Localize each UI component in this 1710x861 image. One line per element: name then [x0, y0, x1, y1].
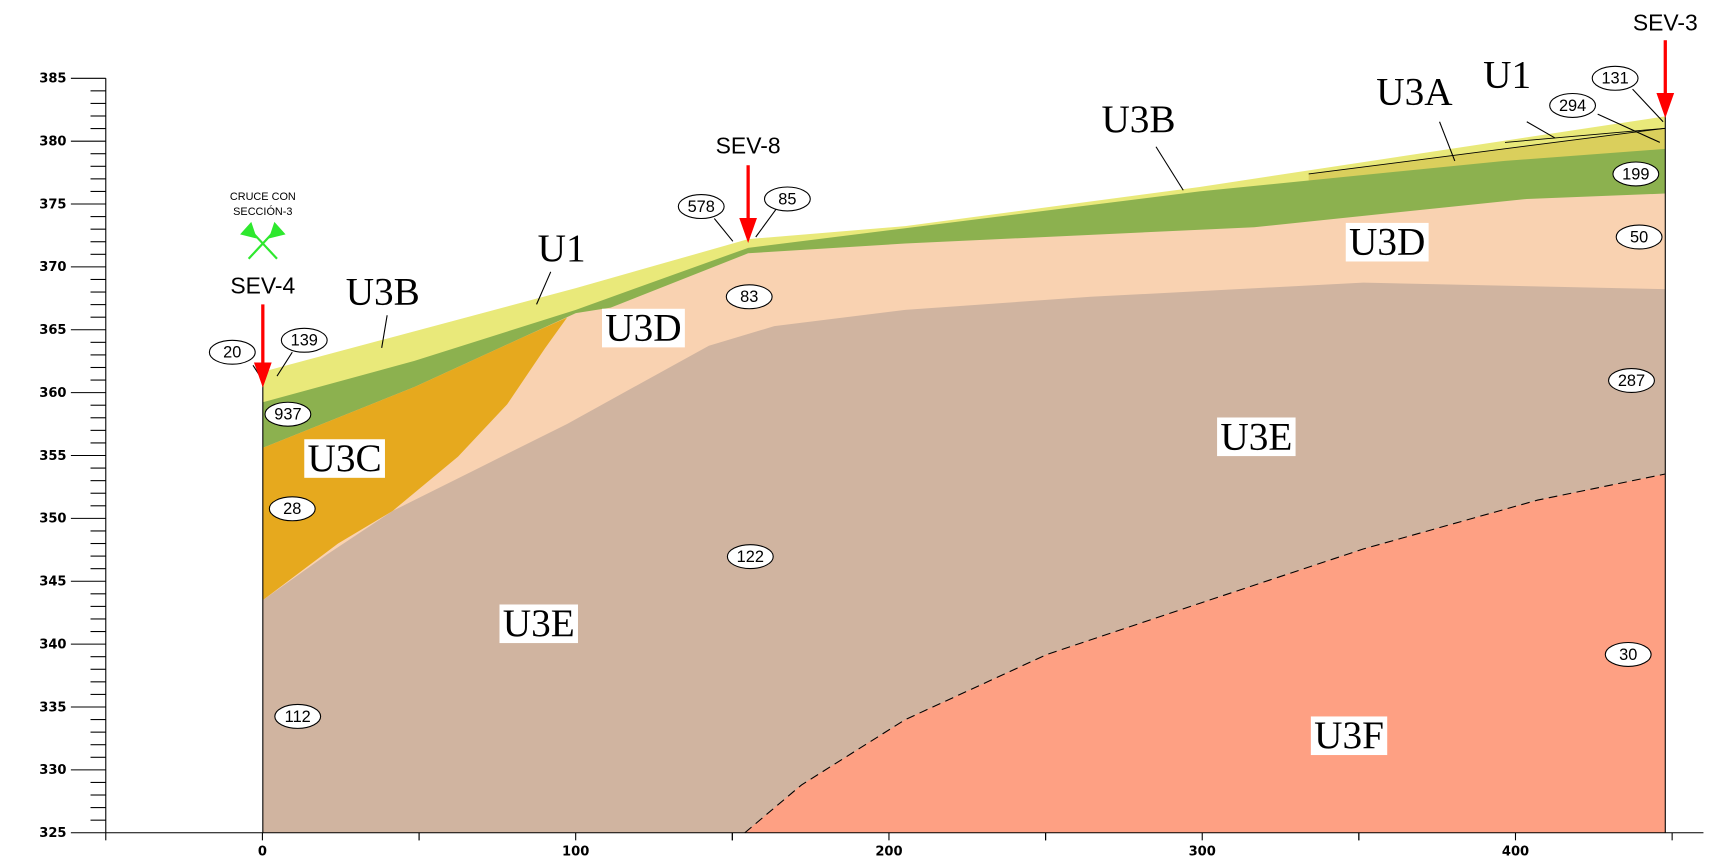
x-tick-label: 300 [1189, 845, 1216, 860]
unit-label: U3D [605, 307, 681, 350]
label-box [1345, 222, 1429, 262]
contact [1308, 127, 1666, 175]
resistivity-labels: 20 139 937 28 112 578 85 83 122 131 294 199 50 287 30 [208, 65, 1663, 729]
y-tick-label: 325 [39, 826, 66, 841]
label-box [534, 229, 589, 269]
y-tick-label: 360 [39, 386, 66, 401]
sounding-label: SEV-3 [1633, 9, 1698, 35]
y-tick-label: 345 [39, 575, 66, 590]
y-tick-label: 340 [39, 637, 66, 652]
resistivity-ellipse [268, 496, 316, 522]
unit-labels: U1 U3B U3D U3C U3E U3E U3F U3B U3A U1 U3… [304, 53, 1535, 757]
x-tick-label: 100 [562, 845, 589, 860]
resistivity-label: 131 [1601, 70, 1628, 88]
layer-u3f [744, 473, 1666, 833]
resistivity-label: 85 [778, 190, 796, 208]
resistivity-label: 83 [740, 288, 758, 306]
resistivity-ellipse [274, 703, 322, 729]
unit-label: U1 [538, 227, 586, 270]
contact [744, 473, 1666, 834]
resistivity-label: 287 [1618, 372, 1645, 390]
y-tick-label: 365 [39, 323, 66, 338]
unit-label: U3D [1349, 221, 1425, 264]
resistivity-ellipse [1615, 224, 1663, 250]
resistivity-ellipse [725, 284, 773, 310]
label-box [342, 272, 424, 312]
leaders [252, 88, 1664, 381]
resistivity-label: 20 [223, 344, 241, 362]
unit-label: U1 [1483, 53, 1531, 96]
resistivity-label: 30 [1619, 646, 1637, 664]
resistivity-label: 50 [1630, 228, 1648, 246]
cross-icon [240, 221, 286, 260]
label-box [1479, 55, 1535, 95]
unit-label: U3C [308, 437, 382, 480]
annotation: SECCIÓN-3 [233, 205, 292, 218]
resistivity-label: 122 [737, 548, 764, 566]
resistivity-ellipse [726, 544, 774, 570]
label-box [1310, 716, 1388, 756]
resistivity-label: 139 [291, 332, 318, 350]
x-tick-label: 200 [875, 845, 902, 860]
y-tick-label: 385 [39, 72, 66, 87]
label-box [601, 308, 685, 348]
y-tick-label: 375 [39, 197, 66, 212]
label-box [304, 439, 385, 478]
label-box [1373, 72, 1457, 112]
layer-u3c [262, 317, 568, 601]
unit-label: U3A [1376, 71, 1453, 114]
resistivity-ellipse [264, 401, 312, 427]
resistivity-label: 112 [285, 708, 311, 726]
x-tick-label: 0 [258, 845, 267, 860]
label-box [1217, 417, 1296, 457]
contact [1504, 127, 1666, 143]
y-tick-label: 335 [39, 700, 66, 715]
y-tick-label: 370 [39, 260, 66, 275]
resistivity-label: 199 [1622, 165, 1649, 183]
resistivity-label: 294 [1559, 97, 1586, 115]
unit-label: U3B [1101, 98, 1175, 141]
y-tick-label: 380 [39, 135, 66, 150]
sounding-label: SEV-4 [230, 273, 295, 299]
label-box [499, 604, 578, 644]
unit-label: U3E [503, 602, 575, 645]
x-tick-label: 400 [1502, 845, 1529, 860]
unit-label: U3E [1220, 415, 1292, 458]
resistivity-ellipse [677, 194, 725, 220]
resistivity-label: 28 [283, 500, 301, 518]
y-tick-label: 330 [39, 763, 66, 778]
resistivity-ellipse [1604, 641, 1652, 667]
arrows [253, 40, 1675, 388]
resistivity-ellipse [280, 327, 328, 353]
resistivity-ellipse [1608, 367, 1655, 393]
unit-label: U3F [1314, 714, 1384, 757]
resistivity-ellipse [763, 186, 811, 212]
resistivity-ellipse [208, 339, 256, 365]
resistivity-ellipse [1591, 65, 1639, 91]
label-box [1098, 100, 1179, 139]
resistivity-label: 578 [688, 198, 715, 216]
axes: 0 100 200 300 400 325 330 335 340 345 350 355 360 365… [39, 72, 1704, 860]
unit-label: U3B [346, 271, 420, 314]
resistivity-label: 937 [274, 406, 301, 424]
soundings: SEV-4 SEV-8 SEV-3 CRUCE CON SECCIÓN-3 [230, 9, 1698, 388]
y-tick-label: 350 [39, 512, 66, 527]
resistivity-ellipse [1612, 161, 1660, 187]
layers [262, 116, 1666, 834]
annotation: CRUCE CON [230, 191, 296, 203]
sounding-label: SEV-8 [716, 132, 781, 158]
y-tick-label: 355 [39, 449, 66, 464]
resistivity-ellipse [1549, 92, 1597, 118]
